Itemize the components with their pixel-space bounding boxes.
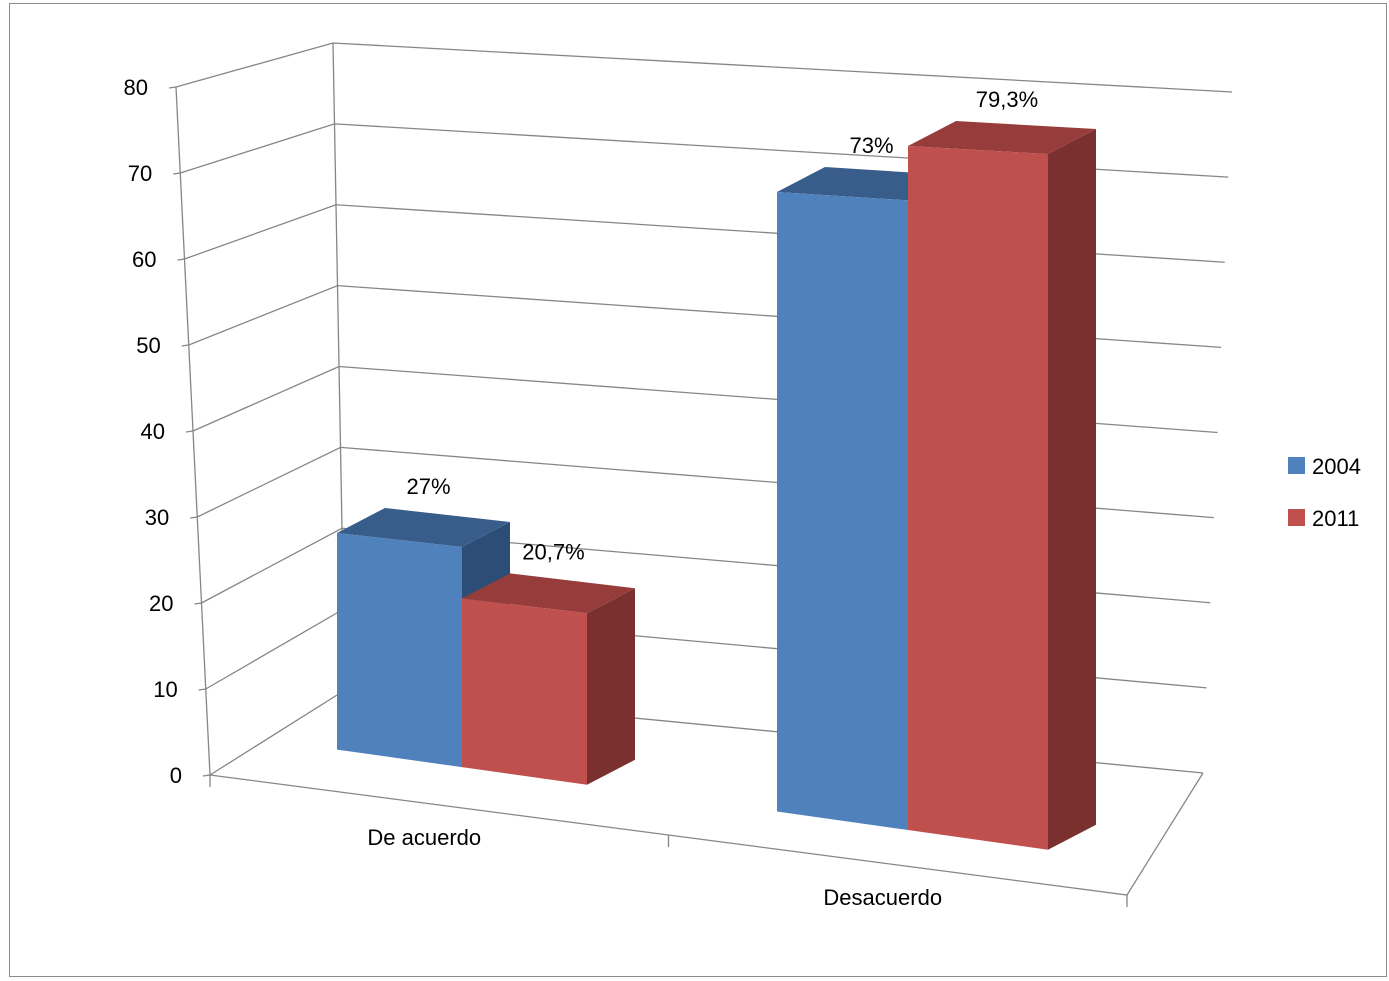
data-label: 73%	[849, 133, 893, 158]
bar-top	[462, 573, 635, 614]
x-category-label: Desacuerdo	[823, 885, 942, 910]
y-tick-mark	[190, 516, 198, 519]
data-label: 20,7%	[522, 539, 584, 564]
bar-top	[908, 121, 1096, 155]
data-label: 27%	[406, 474, 450, 499]
y-tick-mark	[202, 774, 211, 777]
bar-front	[337, 532, 462, 768]
y-tick-mark	[177, 258, 185, 261]
x-category-label: De acuerdo	[367, 825, 481, 850]
y-tick-mark	[198, 688, 206, 691]
y-tick-mark	[185, 430, 194, 433]
legend-label: 2004	[1312, 454, 1361, 479]
y-tick-label: 30	[145, 505, 169, 530]
bar-front	[908, 146, 1048, 850]
bars	[337, 121, 1096, 850]
legend-swatch	[1288, 457, 1305, 474]
data-label: 79,3%	[976, 87, 1038, 112]
data-labels: 27% 20,7% 73% 79,3%	[406, 87, 1038, 564]
y-tick-mark	[173, 172, 181, 175]
bar-front	[777, 192, 908, 830]
legend-label: 2011	[1312, 506, 1359, 531]
bar-top	[337, 507, 510, 548]
y-tick-mark	[181, 344, 189, 347]
y-tick-mark	[168, 86, 177, 89]
y-tick-label: 70	[128, 161, 152, 186]
y-tick-label: 80	[124, 75, 148, 100]
legend: 2004 2011	[1288, 454, 1361, 531]
bar-front	[462, 598, 587, 785]
y-tick-label: 0	[170, 763, 182, 788]
bar-side	[587, 588, 635, 785]
legend-swatch	[1288, 509, 1305, 526]
y-tick-label: 40	[141, 419, 165, 444]
left-wall-edge	[175, 86, 211, 776]
chart-frame	[9, 3, 1387, 977]
y-tick-label: 50	[136, 333, 160, 358]
axes: 0 10 20 30 40 50 60 70 80 De acuerdo Desacuerdo	[124, 42, 1204, 910]
y-tick-label: 10	[153, 677, 177, 702]
y-tick-label: 60	[132, 247, 156, 272]
y-tick-label: 20	[149, 591, 173, 616]
y-tick-mark	[194, 602, 202, 605]
bar-side	[1048, 129, 1096, 850]
